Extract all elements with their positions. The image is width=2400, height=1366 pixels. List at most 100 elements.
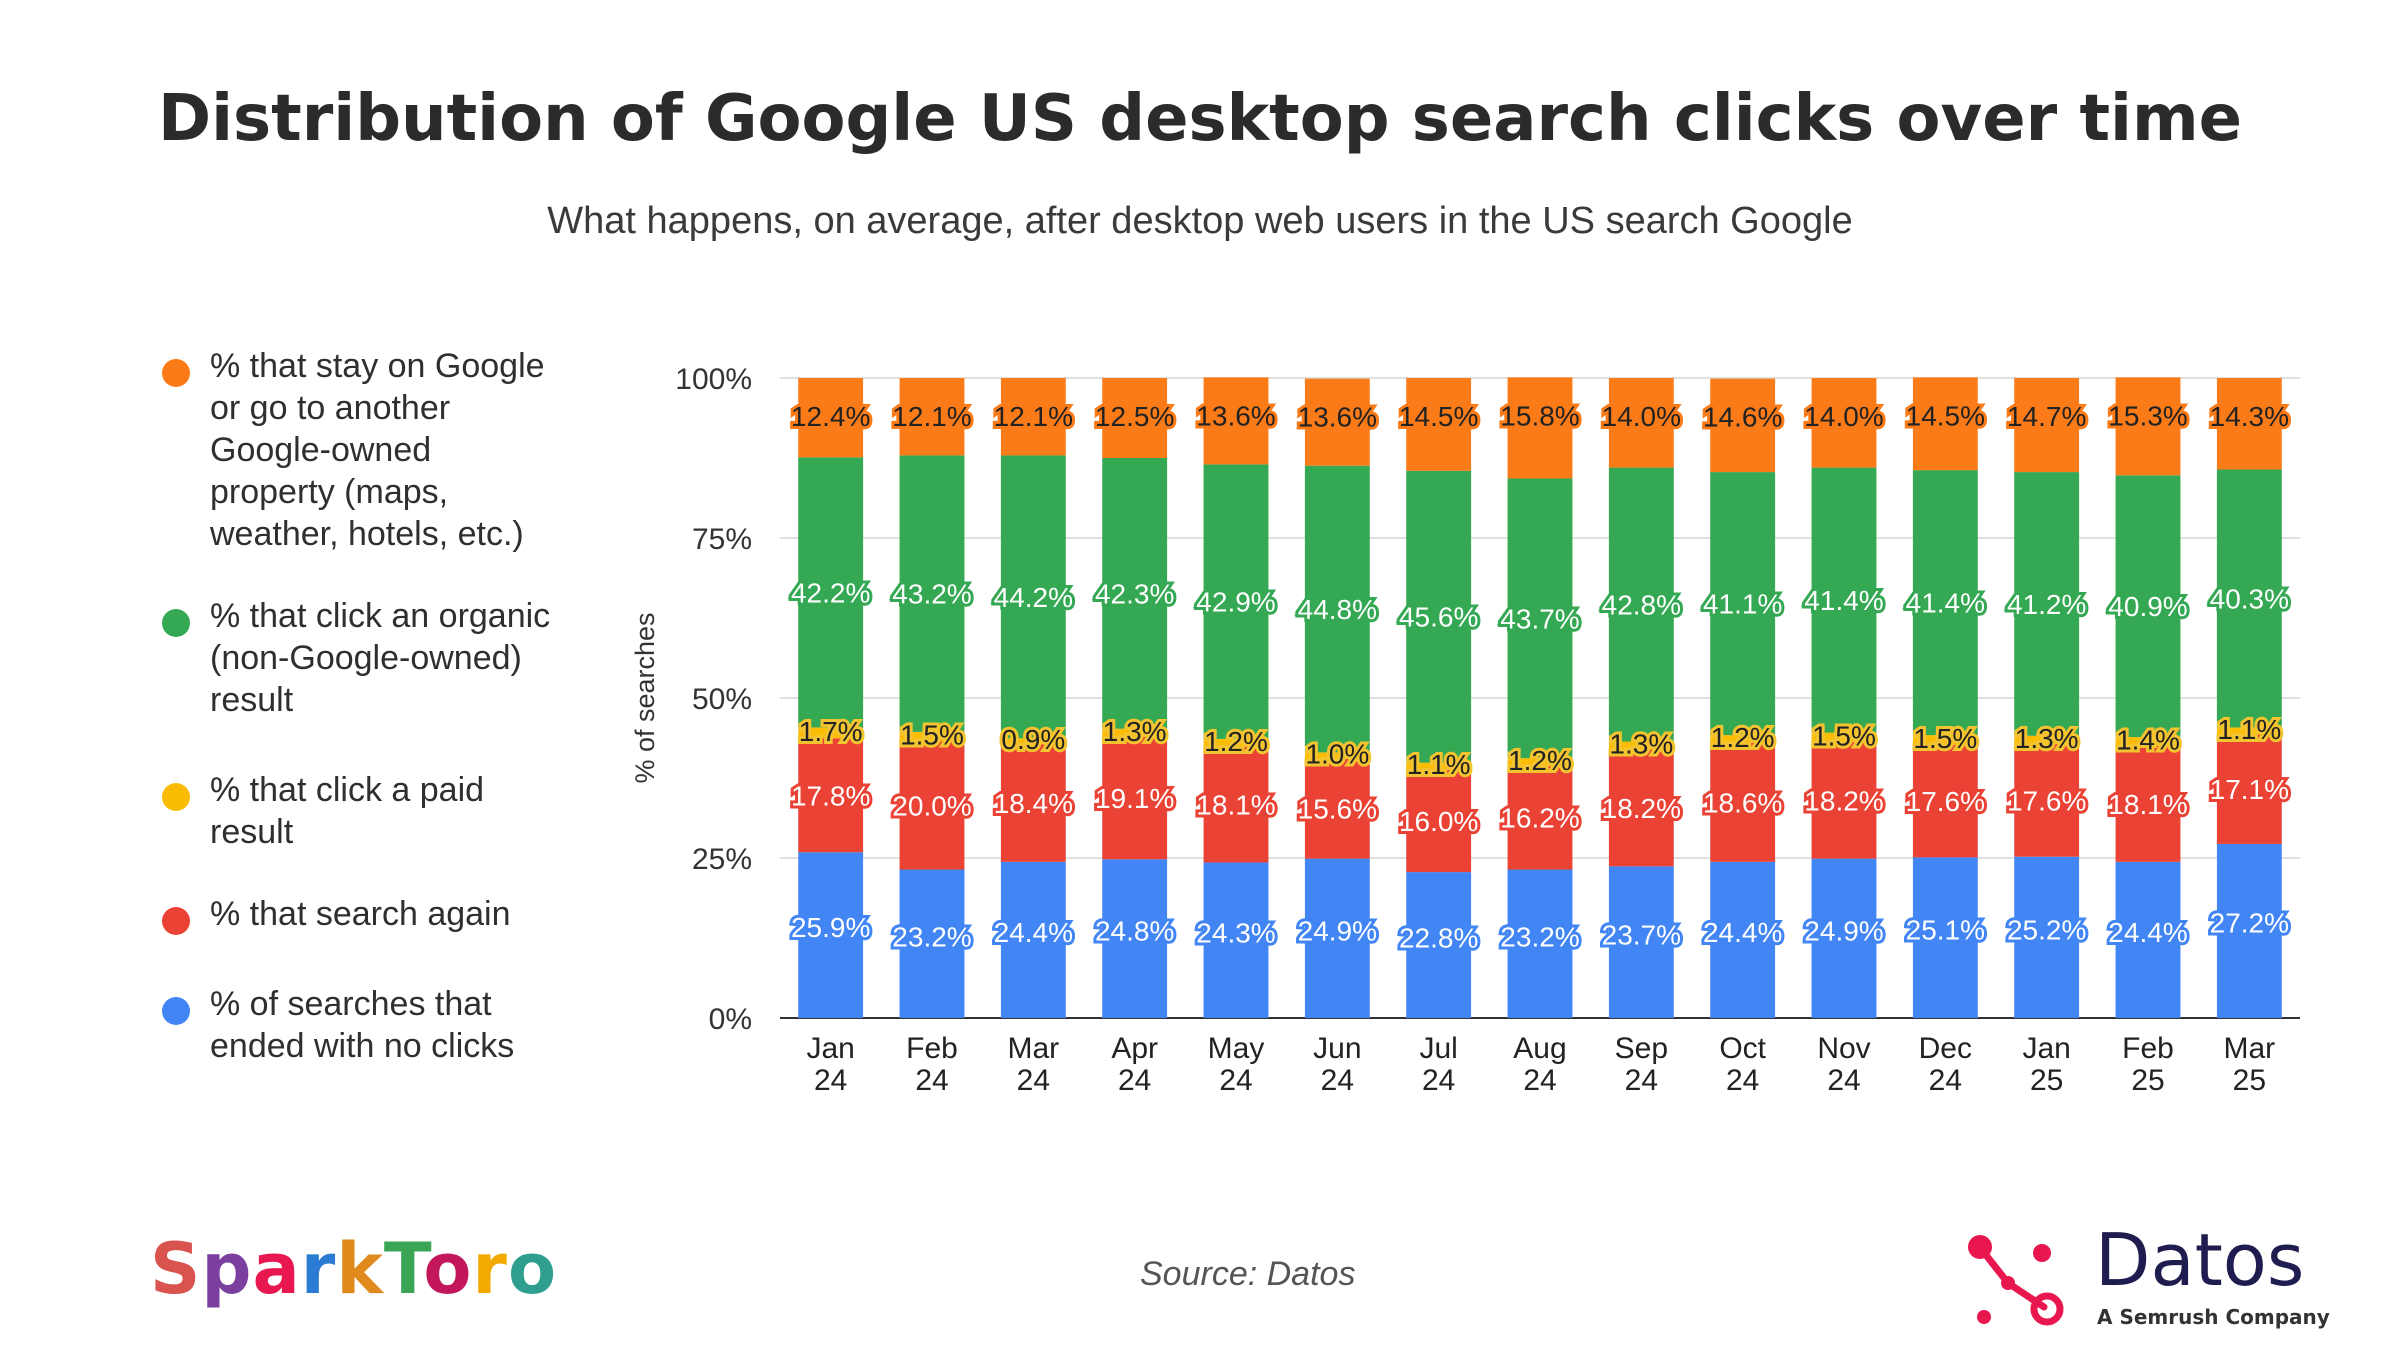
bar-segment-paid	[1507, 758, 1573, 766]
bar-segment-search_again	[1710, 742, 1776, 862]
x-tick-label: 25	[2131, 1064, 2164, 1097]
data-label-organic: 41.4%	[1906, 588, 1985, 619]
bar-segment-google	[1000, 378, 1066, 456]
data-label-organic: 42.2%	[791, 577, 870, 608]
bar-segment-noclick	[1102, 859, 1168, 1018]
data-label-paid: 1.5%	[1812, 720, 1876, 751]
x-tick-label: Feb	[2122, 1032, 2174, 1065]
bar-segment-noclick	[2014, 856, 2080, 1018]
legend-item-noclick: % of searches that ended with no clicks	[160, 983, 600, 1067]
bar-segment-paid	[1304, 752, 1370, 759]
x-tick-label: Mar	[1007, 1032, 1059, 1065]
data-label-google: 14.0%	[1602, 401, 1681, 432]
x-tick-label: 24	[915, 1064, 948, 1097]
x-tick-label: 24	[1219, 1064, 1252, 1097]
y-tick-label: 50%	[692, 683, 752, 716]
bar-segment-google	[2115, 377, 2181, 476]
x-tick-label: Apr	[1111, 1032, 1158, 1065]
bar-segment-organic	[1912, 470, 1978, 736]
bar-segment-organic	[1304, 465, 1370, 753]
data-label-noclick: 24.9%	[1804, 915, 1883, 946]
legend-label: ended with no clicks	[210, 1027, 515, 1065]
data-label-search_again: 18.1%	[2108, 789, 2187, 820]
bar-segment-paid	[1608, 741, 1674, 750]
bar-segment-google	[1912, 377, 1978, 471]
legend-label: result	[210, 813, 294, 851]
bar-segment-google	[1811, 378, 1877, 468]
bar-segment-organic	[798, 457, 864, 728]
bar-segment-paid	[2115, 737, 2181, 746]
data-label-google: 14.5%	[1906, 400, 1985, 431]
data-label-paid: 1.3%	[1609, 729, 1673, 760]
data-label-noclick: 27.2%	[2210, 907, 2289, 938]
sparktoro-letter: k	[336, 1228, 384, 1310]
data-label-paid: 1.1%	[1407, 749, 1471, 780]
x-tick-label: 24	[1422, 1064, 1455, 1097]
x-tick-label: May	[1208, 1032, 1265, 1065]
bar-segment-paid	[1102, 728, 1168, 738]
data-label-paid: 1.2%	[1508, 745, 1572, 776]
data-label-google: 15.3%	[2108, 400, 2187, 431]
y-tick-label: 25%	[692, 843, 752, 876]
bar-segment-google	[1203, 377, 1269, 465]
bar-segment-search_again	[2216, 734, 2282, 844]
data-label-google: 13.6%	[1298, 402, 1377, 433]
x-tick-label: Dec	[1919, 1032, 1972, 1065]
data-label-noclick: 24.9%	[1298, 915, 1377, 946]
bar-segment-google	[2014, 378, 2080, 473]
legend-label: % that stay on Google	[210, 347, 545, 385]
x-tick-label: Jan	[806, 1032, 854, 1065]
data-label-google: 12.1%	[892, 401, 971, 432]
bar-segment-noclick	[1912, 857, 1978, 1018]
bar-segment-paid	[2216, 727, 2282, 735]
bar-segment-google	[1507, 377, 1573, 479]
x-tick-label: 24	[1017, 1064, 1050, 1097]
data-label-search_again: 18.2%	[1804, 785, 1883, 816]
data-label-google: 14.6%	[1703, 402, 1782, 433]
bar-segment-paid	[1912, 735, 1978, 745]
x-tick-label: Sep	[1615, 1032, 1668, 1065]
sparktoro-letter: r	[300, 1228, 337, 1310]
bar-segment-search_again	[1811, 742, 1877, 859]
data-label-search_again: 18.4%	[994, 788, 1073, 819]
bar-segment-organic	[1507, 478, 1573, 759]
data-label-noclick: 25.2%	[2007, 914, 2086, 945]
x-tick-label: 24	[1625, 1064, 1658, 1097]
data-label-search_again: 18.1%	[1196, 790, 1275, 821]
bar-segment-organic	[2115, 475, 2181, 738]
data-label-paid: 0.9%	[1001, 724, 1065, 755]
x-tick-label: 24	[1523, 1064, 1556, 1097]
legend-swatch	[162, 609, 190, 637]
legend-label: % that click an organic	[210, 597, 551, 635]
data-label-search_again: 20.0%	[892, 791, 971, 822]
x-tick-label: 24	[1726, 1064, 1759, 1097]
data-label-search_again: 17.1%	[2210, 774, 2289, 805]
sparktoro-letter: T	[383, 1228, 424, 1310]
data-label-search_again: 19.1%	[1095, 783, 1174, 814]
data-label-search_again: 16.0%	[1399, 806, 1478, 837]
data-label-noclick: 24.3%	[1196, 917, 1275, 948]
bar-segment-noclick	[1811, 858, 1877, 1018]
data-label-organic: 45.6%	[1399, 602, 1478, 633]
data-label-google: 14.3%	[2210, 401, 2289, 432]
bar-segment-paid	[2014, 735, 2080, 745]
data-label-search_again: 17.8%	[791, 780, 870, 811]
data-label-noclick: 24.4%	[2108, 917, 2187, 948]
data-label-paid: 1.3%	[2015, 723, 2079, 754]
sparktoro-letter: o	[423, 1228, 473, 1310]
data-label-organic: 44.8%	[1298, 594, 1377, 625]
bar-segment-search_again	[1406, 769, 1472, 873]
bar-segment-google	[798, 378, 864, 458]
data-label-noclick: 25.9%	[791, 912, 870, 943]
legend-swatch	[162, 997, 190, 1025]
bar-segment-noclick	[2216, 843, 2282, 1018]
data-label-google: 14.0%	[1804, 401, 1883, 432]
bar-segment-organic	[1000, 455, 1066, 739]
bar-segment-search_again	[1000, 744, 1066, 862]
bar-segment-organic	[1102, 458, 1168, 729]
data-label-organic: 42.8%	[1602, 590, 1681, 621]
bar-segment-google	[1406, 378, 1472, 471]
legend-label: % of searches that	[210, 985, 492, 1023]
bar-segment-google	[1710, 378, 1776, 473]
